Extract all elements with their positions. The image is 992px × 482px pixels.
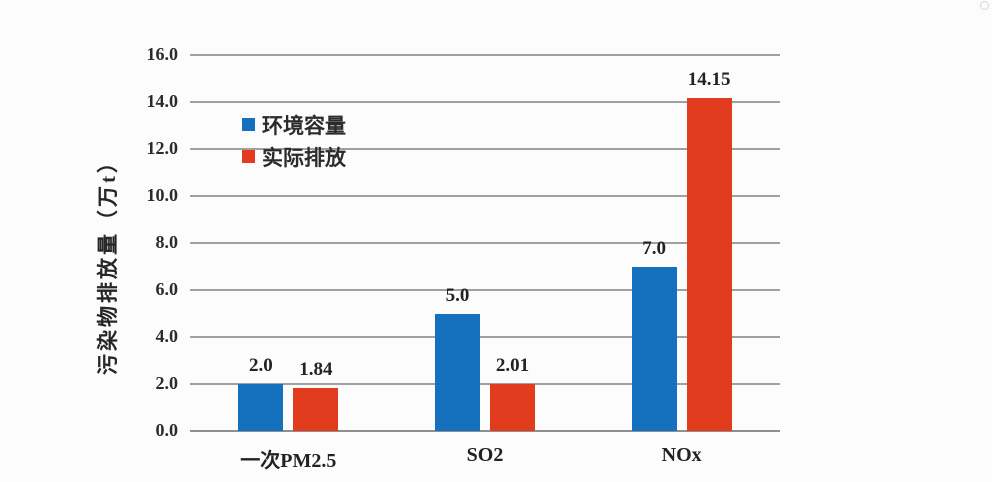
bar-value-label: 7.0	[642, 237, 667, 259]
gridline	[190, 101, 780, 103]
bar-value-label: 2.0	[248, 355, 273, 376]
corner-watermark-artifact	[980, 1, 989, 10]
legend-swatch-icon	[242, 150, 255, 163]
legend: 环境容量 实际排放	[242, 112, 346, 176]
bar-actual	[686, 98, 732, 431]
gridline	[190, 148, 780, 150]
gridline	[190, 383, 780, 385]
y-tick-label: 16.0	[146, 44, 179, 64]
y-tick-label: 12.0	[146, 138, 179, 158]
bar-value-label: 14.15	[687, 69, 731, 91]
gridline	[190, 242, 780, 244]
y-tick-label: 6.0	[155, 279, 179, 299]
plot-area	[190, 54, 780, 432]
gridline	[190, 336, 780, 338]
y-tick-label: 8.0	[155, 232, 179, 252]
x-category-label: SO2	[466, 444, 504, 466]
bar-value-label: 5.0	[445, 284, 470, 306]
bar-actual	[293, 387, 339, 431]
legend-item: 实际排放	[242, 144, 346, 170]
legend-label: 实际排放	[262, 145, 346, 170]
y-tick-label: 0.0	[155, 420, 179, 440]
gridline	[190, 195, 780, 197]
bar-capacity	[631, 266, 677, 431]
legend-item: 环境容量	[242, 112, 346, 138]
x-axis-line	[190, 430, 780, 432]
bar-actual	[490, 383, 535, 431]
bar-capacity	[435, 313, 480, 431]
y-tick-label: 10.0	[146, 185, 179, 205]
y-tick-label: 14.0	[146, 91, 179, 111]
gridline	[190, 54, 780, 56]
bar-capacity	[238, 384, 284, 431]
gridline	[190, 289, 780, 291]
x-category-label: 一次PM2.5	[240, 450, 337, 472]
legend-label: 环境容量	[262, 113, 346, 138]
bar-value-label: 2.01	[495, 354, 530, 376]
y-tick-label: 2.0	[155, 373, 179, 393]
legend-swatch-icon	[242, 118, 255, 131]
y-tick-label: 4.0	[155, 326, 179, 346]
bar-value-label: 1.84	[299, 358, 333, 380]
x-category-label: NOx	[661, 444, 702, 466]
